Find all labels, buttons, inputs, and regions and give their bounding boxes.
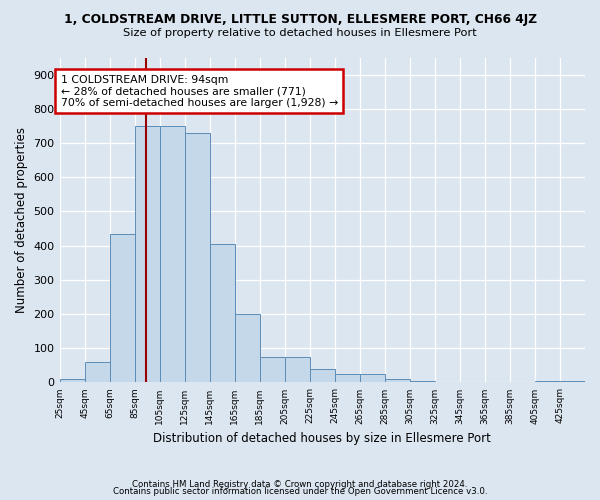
Bar <box>410 380 435 382</box>
Bar <box>285 357 310 382</box>
Bar <box>209 244 235 382</box>
Y-axis label: Number of detached properties: Number of detached properties <box>15 127 28 313</box>
X-axis label: Distribution of detached houses by size in Ellesmere Port: Distribution of detached houses by size … <box>154 432 491 445</box>
Bar <box>160 126 185 382</box>
Bar <box>560 380 585 382</box>
Bar <box>85 362 110 382</box>
Text: 1, COLDSTREAM DRIVE, LITTLE SUTTON, ELLESMERE PORT, CH66 4JZ: 1, COLDSTREAM DRIVE, LITTLE SUTTON, ELLE… <box>64 12 536 26</box>
Bar <box>110 234 134 382</box>
Bar <box>185 132 209 382</box>
Bar <box>535 380 560 382</box>
Text: Contains public sector information licensed under the Open Government Licence v3: Contains public sector information licen… <box>113 488 487 496</box>
Bar <box>360 374 385 382</box>
Bar <box>59 379 85 382</box>
Bar <box>134 126 160 382</box>
Bar <box>385 379 410 382</box>
Bar <box>235 314 260 382</box>
Bar <box>335 374 360 382</box>
Text: Size of property relative to detached houses in Ellesmere Port: Size of property relative to detached ho… <box>123 28 477 38</box>
Text: Contains HM Land Registry data © Crown copyright and database right 2024.: Contains HM Land Registry data © Crown c… <box>132 480 468 489</box>
Bar <box>310 368 335 382</box>
Bar <box>260 357 285 382</box>
Text: 1 COLDSTREAM DRIVE: 94sqm
← 28% of detached houses are smaller (771)
70% of semi: 1 COLDSTREAM DRIVE: 94sqm ← 28% of detac… <box>61 74 338 108</box>
